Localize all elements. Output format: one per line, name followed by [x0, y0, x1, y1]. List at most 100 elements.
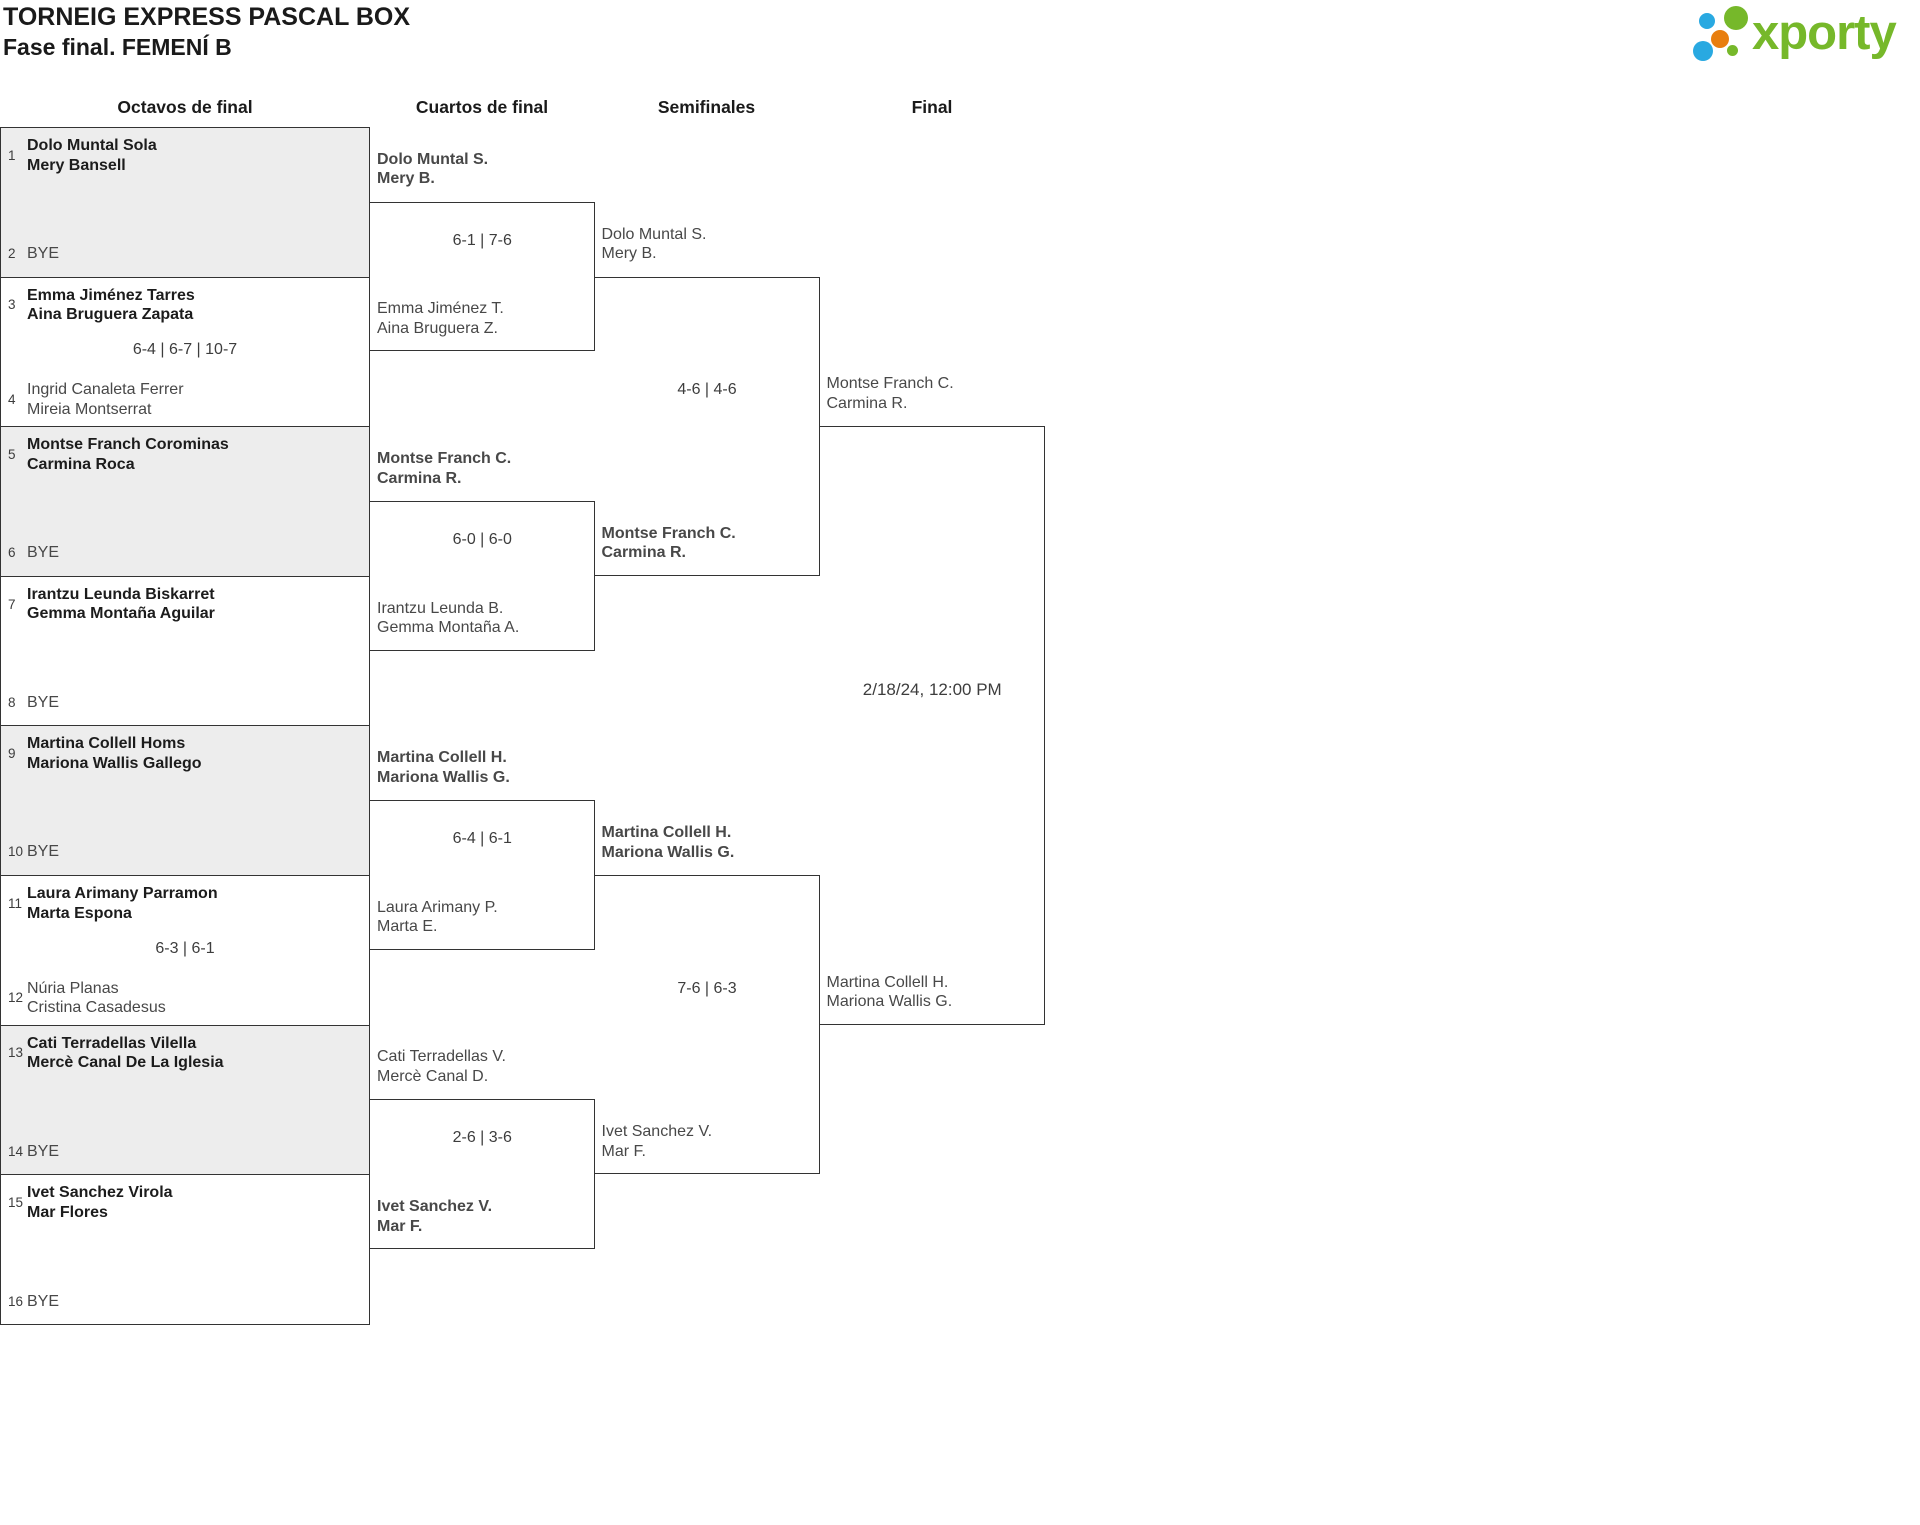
- team-name: Montse Franch C. Carmina R.: [601, 524, 736, 562]
- team-slot: 10 BYE: [1, 842, 369, 862]
- logo-dot-green-large-icon: [1724, 6, 1748, 30]
- team-slot: 12 Núria Planas Cristina Casadesus: [1, 979, 369, 1018]
- team-name: Emma Jiménez T. Aina Bruguera Z.: [377, 300, 504, 337]
- semifinal-match-1: [594, 276, 820, 576]
- logo-dot-green-small-icon: [1727, 45, 1738, 56]
- octavos-match-8: 15 Ivet Sanchez Virola Mar Flores 16 BYE: [0, 1174, 370, 1326]
- team-name: Ingrid Canaleta Ferrer Mireia Montserrat: [27, 381, 184, 418]
- team-name: Dolo Muntal S. Mery B.: [601, 225, 707, 263]
- seed-number: 7: [8, 596, 16, 612]
- match-score: 2-6 | 3-6: [452, 1129, 512, 1147]
- match-score: 6-4 | 6-7 | 10-7: [132, 341, 238, 359]
- team-name: Cati Terradellas Vilella Mercè Canal De L…: [27, 1034, 224, 1072]
- column-header-octavos: Octavos de final: [117, 97, 253, 117]
- team-name: Montse Franch Corominas Carmina Roca: [27, 436, 229, 473]
- team-name: Ivet Sanchez Virola Mar Flores: [27, 1184, 173, 1221]
- match-score: 6-4 | 6-1: [452, 830, 512, 847]
- team-name: BYE: [27, 1142, 60, 1160]
- octavos-match-7: 13 Cati Terradellas Vilella Mercè Canal D…: [0, 1024, 370, 1175]
- team-name: Montse Franch C. Carmina R.: [377, 450, 512, 487]
- team-slot: 6 BYE: [1, 543, 369, 563]
- team-name: Martina Collell Homs Mariona Wallis Galle…: [27, 735, 202, 772]
- octavos-match-2: 3 Emma Jiménez Tarres Aina Bruguera Zapat…: [0, 276, 370, 427]
- match-score: 6-1 | 7-6: [452, 231, 512, 249]
- seed-number: 13: [8, 1045, 24, 1061]
- octavos-match-3: 5 Montse Franch Corominas Carmina Roca 6 …: [0, 426, 370, 576]
- semifinal-match-2: [594, 875, 820, 1175]
- octavos-match-4: 7 Irantzu Leunda Biskarret Gemma Montaña …: [0, 575, 370, 726]
- team-slot: 5 Montse Franch Corominas Carmina Roca: [1, 435, 369, 474]
- team-slot: 7 Irantzu Leunda Biskarret Gemma Montaña …: [1, 585, 369, 624]
- team-name: Martina Collell H. Mariona Wallis G.: [377, 749, 510, 786]
- team-slot: 14 BYE: [1, 1142, 369, 1162]
- team-slot: 3 Emma Jiménez Tarres Aina Bruguera Zapat…: [1, 286, 369, 325]
- team-name: Dolo Muntal S. Mery B.: [377, 150, 489, 188]
- team-name: Ivet Sanchez V. Mar F.: [377, 1198, 493, 1235]
- team-name: Montse Franch C. Carmina R.: [826, 375, 954, 412]
- column-header-final: Final: [911, 97, 953, 117]
- seed-number: 14: [8, 1143, 24, 1159]
- octavos-match-5: 9 Martina Collell Homs Mariona Wallis Gal…: [0, 725, 370, 875]
- seed-number: 6: [8, 545, 16, 561]
- page-subtitle: Fase final. FEMENÍ B: [3, 34, 232, 60]
- match-score: 4-6 | 4-6: [677, 381, 737, 399]
- team-name: Ivet Sanchez V. Mar F.: [601, 1123, 713, 1160]
- seed-number: 9: [8, 746, 16, 762]
- team-slot: 13 Cati Terradellas Vilella Mercè Canal D…: [1, 1034, 369, 1073]
- octavos-match-6: 11 Laura Arimany Parramon Marta Espona 12…: [0, 875, 370, 1025]
- team-slot: 2 BYE: [1, 244, 369, 264]
- team-slot: 15 Ivet Sanchez Virola Mar Flores: [1, 1183, 369, 1222]
- cuartos-match-4: [370, 1099, 595, 1249]
- seed-number: 15: [8, 1194, 24, 1210]
- team-name: Laura Arimany Parramon Marta Espona: [27, 885, 218, 922]
- team-slot: 8 BYE: [1, 693, 369, 713]
- logo-dot-blue-small-icon: [1699, 13, 1715, 29]
- team-name: Martina Collell H. Mariona Wallis G.: [826, 973, 953, 1011]
- logo-dot-orange-icon: [1711, 30, 1729, 48]
- xporty-logo[interactable]: xporty: [1686, 0, 1912, 70]
- seed-number: 10: [8, 844, 24, 860]
- team-name: Irantzu Leunda B. Gemma Montaña A.: [377, 599, 520, 637]
- match-score: 6-3 | 6-1: [155, 939, 215, 957]
- team-name: BYE: [27, 544, 60, 562]
- seed-number: 8: [8, 694, 16, 710]
- seed-number: 3: [8, 297, 16, 313]
- team-name: Emma Jiménez Tarres Aina Bruguera Zapata: [27, 286, 195, 324]
- team-slot: 9 Martina Collell Homs Mariona Wallis Gal…: [1, 734, 369, 773]
- team-slot: 4 Ingrid Canaleta Ferrer Mireia Montserra…: [1, 380, 369, 419]
- cuartos-match-1: [370, 201, 595, 352]
- team-slot: 1 Dolo Muntal Sola Mery Bansell: [1, 136, 369, 175]
- match-score: 7-6 | 6-3: [677, 979, 737, 997]
- column-header-semifinales: Semifinales: [657, 97, 756, 117]
- seed-number: 12: [8, 990, 24, 1006]
- team-name: BYE: [27, 693, 60, 711]
- cuartos-match-3: [370, 800, 595, 950]
- final-match: [819, 426, 1045, 1025]
- logo-dot-blue-large-icon: [1693, 41, 1713, 61]
- team-slot: 16 BYE: [1, 1292, 369, 1312]
- team-name: Dolo Muntal Sola Mery Bansell: [27, 137, 157, 174]
- team-name: BYE: [27, 245, 60, 263]
- team-name: Núria Planas Cristina Casadesus: [27, 979, 166, 1017]
- team-name: Irantzu Leunda Biskarret Gemma Montaña Ag…: [27, 585, 215, 623]
- column-header-cuartos: Cuartos de final: [415, 97, 549, 117]
- final-match-schedule: 2/18/24, 12:00 PM: [862, 680, 1002, 700]
- team-name: Cati Terradellas V. Mercè Canal D.: [377, 1048, 506, 1085]
- team-name: BYE: [27, 1292, 60, 1310]
- seed-number: 5: [8, 446, 16, 462]
- team-slot: 11 Laura Arimany Parramon Marta Espona: [1, 884, 369, 923]
- page-title: TORNEIG EXPRESS PASCAL BOX: [3, 3, 411, 31]
- team-name: Martina Collell H. Mariona Wallis G.: [601, 824, 735, 861]
- seed-number: 16: [8, 1293, 24, 1309]
- seed-number: 2: [8, 246, 16, 262]
- logo-wordmark: xporty: [1752, 6, 1897, 60]
- team-name: Laura Arimany P. Marta E.: [377, 898, 498, 936]
- seed-number: 4: [8, 391, 16, 407]
- seed-number: 11: [8, 895, 23, 911]
- octavos-match-1: 1 Dolo Muntal Sola Mery Bansell 2 BYE: [0, 127, 370, 277]
- match-score: 6-0 | 6-0: [452, 530, 512, 548]
- team-name: BYE: [27, 843, 60, 861]
- seed-number: 1: [8, 147, 16, 163]
- cuartos-match-2: [370, 501, 595, 651]
